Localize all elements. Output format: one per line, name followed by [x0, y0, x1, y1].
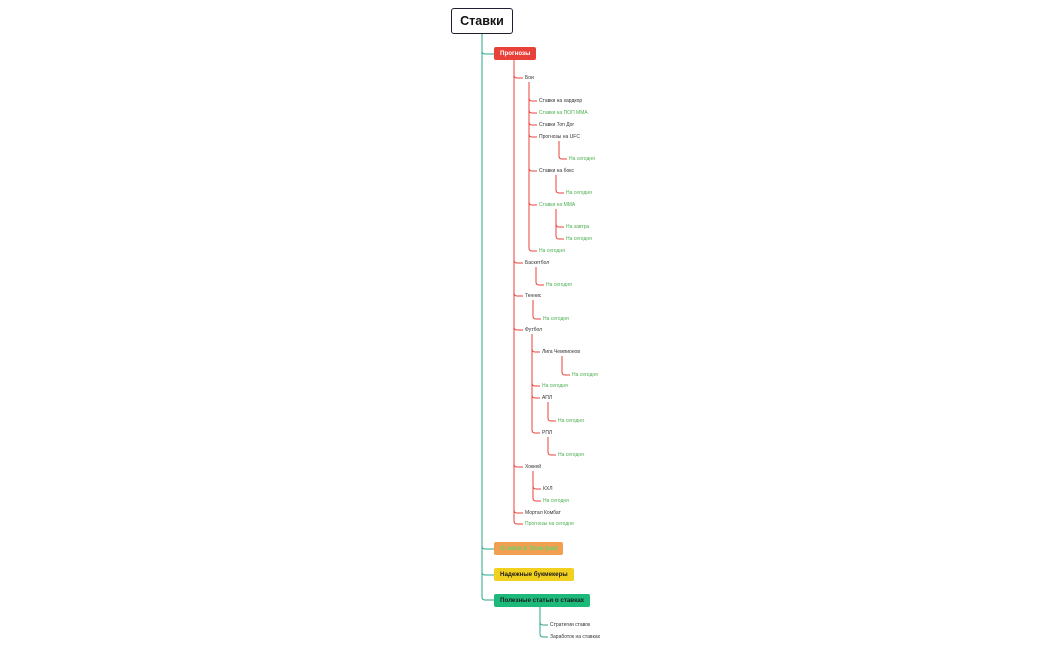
- link-boi-mma-tomorrow[interactable]: На завтра: [566, 224, 590, 230]
- basketball-today-link: [535, 267, 544, 286]
- link-football-today[interactable]: На сегодня: [542, 383, 568, 389]
- link-boi-pop-mma[interactable]: Ставки на ПОП ММА: [539, 110, 588, 116]
- node-football-rpl[interactable]: РПЛ: [542, 430, 553, 436]
- node-boi-boxing[interactable]: Ставки на бокс: [539, 168, 574, 174]
- link-boi-mma-today[interactable]: На сегодня: [566, 236, 592, 242]
- node-boi[interactable]: Бои: [525, 75, 534, 81]
- mma-spine: [555, 209, 564, 240]
- link-football-rpl-today[interactable]: На сегодня: [558, 452, 584, 458]
- khl-link: [532, 485, 541, 490]
- node-football[interactable]: Футбол: [525, 327, 543, 333]
- link-boi-boxing-today[interactable]: На сегодня: [566, 190, 592, 196]
- trunk-to-telegram: [481, 545, 494, 550]
- hockey-spine: [532, 471, 541, 502]
- boi-link-4: [528, 167, 537, 172]
- prognozy-link-5: [513, 509, 523, 514]
- node-boi-top-dog[interactable]: Ставки Топ Дог: [539, 122, 575, 128]
- node-tennis[interactable]: Теннис: [525, 293, 542, 299]
- prognozy-link-3: [513, 326, 523, 331]
- branch-prognozy[interactable]: Прогнозы: [494, 47, 537, 60]
- boi-link-1: [528, 109, 537, 114]
- prognozy-link-4: [513, 463, 523, 468]
- articles-spine: [539, 607, 548, 638]
- node-boi-hardcore[interactable]: Ставки на хардкор: [539, 98, 583, 104]
- rpl-today-link: [547, 437, 556, 456]
- prognozy-spine: [513, 60, 523, 525]
- boi-link-3: [528, 133, 537, 138]
- trunk-to-bookmakers: [481, 571, 494, 576]
- link-boi-today[interactable]: На сегодня: [539, 248, 565, 254]
- boi-link-0: [528, 97, 537, 102]
- branch-articles[interactable]: Полезные статьи о ставках: [494, 594, 591, 607]
- node-earning[interactable]: Заработок на ставках: [550, 634, 601, 640]
- trunk-to-prognozy: [481, 50, 494, 55]
- node-hockey[interactable]: Хоккей: [525, 464, 542, 470]
- link-football-apl-today[interactable]: На сегодня: [558, 418, 584, 424]
- boxing-today-link: [555, 175, 564, 194]
- strategies-link: [539, 621, 548, 626]
- node-strategies[interactable]: Стратегии ставок: [550, 622, 591, 628]
- boi-link-5: [528, 201, 537, 206]
- boi-link-2: [528, 121, 537, 126]
- branch-bookmakers[interactable]: Надежные букмекеры: [494, 568, 574, 581]
- node-boi-ufc[interactable]: Прогнозы на UFC: [539, 134, 580, 140]
- link-hockey-today[interactable]: На сегодня: [543, 498, 569, 504]
- node-mortal-kombat[interactable]: Мортал Комбат: [525, 510, 561, 516]
- boi-spine: [528, 82, 537, 252]
- football-link-0: [531, 348, 540, 353]
- cl-today-link: [561, 356, 570, 376]
- prognozy-link-0: [513, 74, 523, 79]
- football-link-2: [531, 394, 540, 399]
- football-link-1: [531, 382, 540, 387]
- node-football-cl[interactable]: Лига Чемпионов: [542, 349, 580, 355]
- link-today-forecasts[interactable]: Прогнозы на сегодня: [525, 521, 574, 527]
- link-tennis-today[interactable]: На сегодня: [543, 316, 569, 322]
- node-football-apl[interactable]: АПЛ: [542, 395, 553, 401]
- prognozy-link-1: [513, 259, 523, 264]
- trunk-line: [481, 34, 494, 601]
- apl-today-link: [547, 402, 556, 422]
- root-node[interactable]: Ставки: [451, 8, 513, 34]
- node-basketball[interactable]: Баскетбол: [525, 260, 550, 266]
- node-hockey-khl[interactable]: КХЛ: [543, 486, 553, 492]
- football-spine: [531, 334, 540, 434]
- branch-telegram[interactable]: Ставки в Телеграм: [494, 542, 564, 555]
- link-football-cl-today[interactable]: На сегодня: [572, 372, 598, 378]
- mma-tomorrow-link: [555, 223, 564, 228]
- link-boi-mma[interactable]: Ставки на ММА: [539, 202, 576, 208]
- ufc-today-link: [558, 141, 567, 160]
- tennis-today-link: [532, 300, 541, 320]
- link-basketball-today[interactable]: На сегодня: [546, 282, 572, 288]
- prognozy-link-2: [513, 292, 523, 297]
- link-boi-ufc-today[interactable]: На сегодня: [569, 156, 595, 162]
